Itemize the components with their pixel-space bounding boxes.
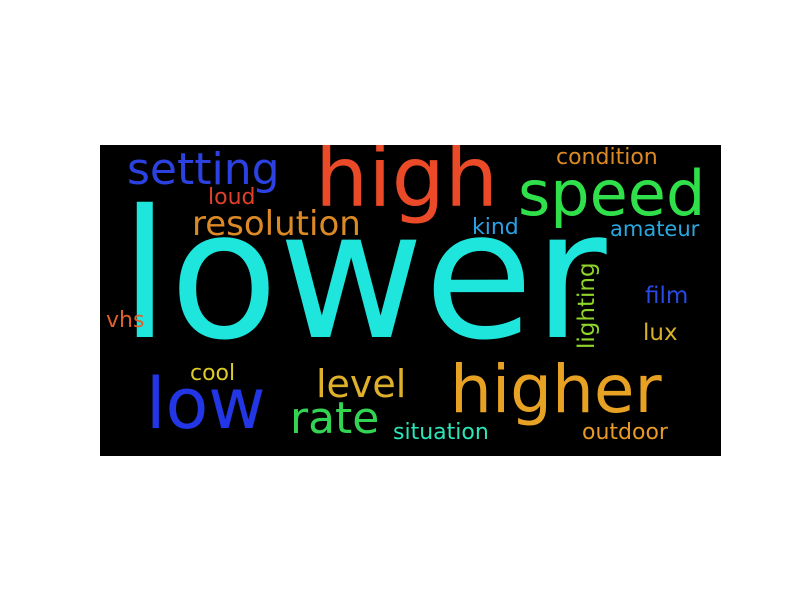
word-level: level <box>316 362 407 406</box>
word-outdoor: outdoor <box>582 420 668 445</box>
word-cool: cool <box>190 361 236 386</box>
word-high: high <box>315 145 499 226</box>
word-vhs: vhs <box>106 308 145 333</box>
word-kind: kind <box>472 215 519 240</box>
word-loud: loud <box>208 185 256 210</box>
word-condition: condition <box>556 145 658 170</box>
word-cloud: lower high speed setting higher low rate… <box>100 145 721 456</box>
word-higher: higher <box>450 351 662 428</box>
word-amateur: amateur <box>610 217 700 241</box>
word-low: low <box>146 363 266 445</box>
word-lux: lux <box>643 320 678 346</box>
word-lighting: lighting <box>574 262 600 349</box>
word-lower: lower <box>120 172 607 379</box>
word-rate: rate <box>290 393 380 444</box>
word-resolution: resolution <box>192 204 361 244</box>
word-situation: situation <box>393 420 489 445</box>
word-setting: setting <box>127 145 280 195</box>
word-film: film <box>645 283 689 309</box>
word-speed: speed <box>518 157 706 230</box>
